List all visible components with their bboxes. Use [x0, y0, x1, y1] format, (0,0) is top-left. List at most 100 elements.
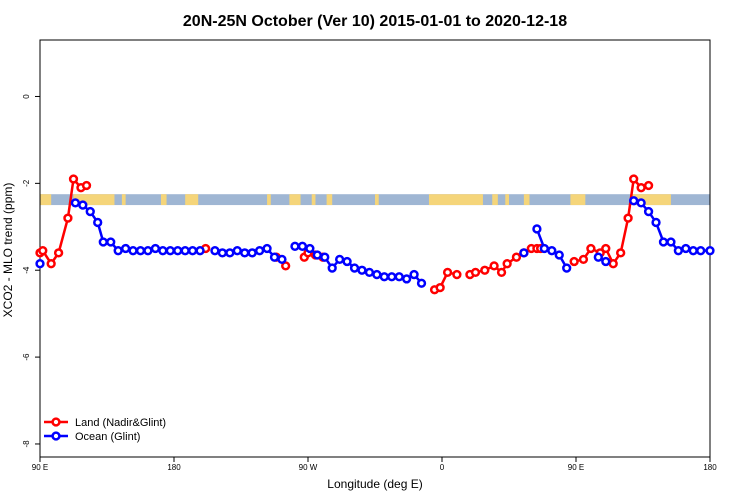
data-point — [290, 241, 300, 251]
data-point — [401, 274, 412, 284]
data-point — [135, 246, 146, 256]
data-point — [547, 246, 557, 256]
legend-marker — [51, 431, 61, 441]
chart-title: 20N-25N October (Ver 10) 2015-01-01 to 2… — [183, 13, 567, 30]
data-point — [636, 183, 646, 193]
data-point — [608, 259, 618, 269]
map-land-segment — [523, 194, 530, 206]
map-strip — [40, 194, 710, 206]
data-point — [113, 246, 123, 256]
data-point — [173, 246, 183, 256]
data-point — [705, 246, 715, 256]
data-point — [305, 243, 315, 254]
data-point — [489, 261, 499, 271]
x-axis: 90 E 180 90 W 0 90 E 180 — [32, 457, 717, 472]
data-point — [496, 267, 507, 278]
data-point — [658, 237, 669, 247]
x-axis-label: Longitude (deg E) — [327, 477, 422, 491]
legend-marker — [51, 417, 61, 427]
map-land-segment — [505, 194, 509, 206]
data-point — [643, 206, 654, 217]
legend-label: Ocean (Glint) — [75, 431, 140, 443]
map-land-segment — [428, 194, 483, 206]
data-point — [554, 250, 564, 260]
data-point — [442, 267, 453, 278]
series-ocean — [35, 196, 715, 288]
data-point — [93, 217, 103, 228]
series-land — [35, 174, 654, 295]
data-point — [254, 246, 265, 256]
data-point — [247, 248, 257, 258]
map-land-segment — [73, 194, 115, 206]
data-point — [320, 252, 330, 262]
data-point — [601, 243, 611, 254]
map-land-segment — [185, 194, 199, 206]
data-point — [342, 256, 352, 267]
data-point — [673, 246, 684, 256]
map-land-segment — [160, 194, 167, 206]
y-axis-label: XCO2 - MLO trend (ppm) — [1, 183, 15, 318]
data-point — [532, 224, 542, 234]
data-point — [416, 278, 427, 288]
legend: Land (Nadir&Glint) Ocean (Glint) — [44, 417, 166, 443]
data-point — [269, 252, 280, 262]
data-point — [35, 259, 45, 269]
data-point — [601, 256, 611, 267]
data-point — [511, 252, 522, 262]
data-point — [643, 180, 654, 191]
legend-label: Land (Nadir&Glint) — [75, 417, 166, 429]
data-point — [217, 248, 228, 258]
data-point — [143, 246, 153, 256]
data-point — [636, 198, 646, 208]
y-tick-label: 0 — [22, 94, 31, 99]
map-land-segment — [629, 194, 671, 206]
data-point — [409, 269, 419, 280]
data-point — [297, 241, 308, 251]
map-land-segment — [267, 194, 271, 206]
map-land-segment — [121, 194, 126, 206]
data-point — [240, 248, 250, 258]
data-point — [106, 237, 116, 247]
data-point — [681, 243, 691, 254]
series-line — [573, 176, 649, 267]
data-point — [81, 180, 92, 191]
data-point — [629, 196, 639, 206]
data-point — [593, 252, 603, 262]
data-point — [470, 267, 481, 278]
data-point — [379, 272, 389, 282]
data-point — [616, 248, 626, 258]
y-tick-label: -2 — [22, 179, 31, 187]
data-point — [68, 174, 79, 184]
x-tick-label: 90 E — [32, 463, 48, 472]
data-point — [262, 243, 272, 254]
x-tick-label: 180 — [703, 463, 717, 472]
data-point — [85, 206, 95, 217]
data-point — [357, 265, 367, 275]
data-point — [195, 246, 205, 256]
data-point — [435, 282, 445, 293]
data-point — [281, 261, 291, 271]
x-tick-label: 90 W — [299, 463, 318, 472]
data-point — [569, 256, 579, 267]
data-point — [327, 263, 337, 273]
data-point — [158, 246, 168, 256]
data-point — [53, 248, 64, 258]
data-point — [562, 263, 572, 273]
data-point — [312, 250, 322, 260]
data-point — [629, 174, 639, 184]
x-tick-label: 90 E — [568, 463, 584, 472]
data-point — [651, 217, 661, 228]
data-point — [394, 272, 404, 282]
data-point — [696, 246, 706, 256]
data-point — [623, 213, 633, 223]
data-point — [372, 269, 382, 280]
data-point — [165, 246, 175, 256]
data-point — [539, 243, 550, 254]
data-point — [502, 259, 512, 269]
data-point — [334, 254, 345, 265]
y-tick-label: -4 — [22, 266, 31, 274]
data-point — [519, 248, 529, 258]
data-point — [586, 243, 596, 254]
data-point — [452, 269, 462, 280]
data-point — [78, 200, 88, 210]
